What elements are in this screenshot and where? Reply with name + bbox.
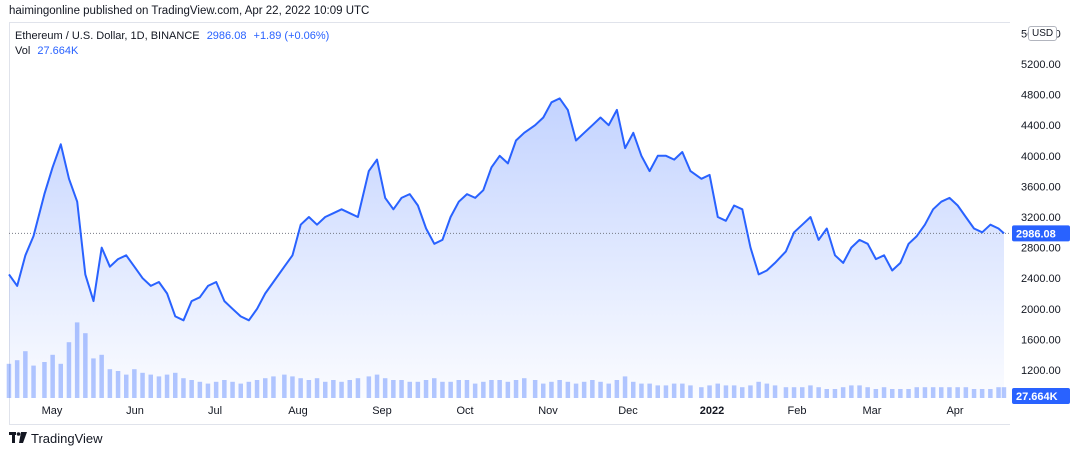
- legend-price-row: Ethereum / U.S. Dollar, 1D, BINANCE 2986…: [15, 29, 329, 44]
- last-price-label: 2986.08: [1016, 228, 1056, 240]
- time-tick-label: Apr: [946, 405, 963, 417]
- volume-tag: 27.664K: [1012, 388, 1070, 404]
- price-axis[interactable]: 5600.005200.004800.004400.004000.003600.…: [1021, 28, 1061, 377]
- time-tick-label: Nov: [538, 405, 558, 417]
- volume-value: 27.664K: [37, 45, 79, 57]
- tradingview-brand[interactable]: TradingView: [9, 431, 103, 446]
- brand-name: TradingView: [31, 431, 103, 446]
- time-tick-label: Feb: [788, 405, 807, 417]
- price-tick-label: 4800.00: [1021, 90, 1061, 102]
- chart-legend: Ethereum / U.S. Dollar, 1D, BINANCE 2986…: [15, 29, 329, 59]
- publication-attribution: haimingonline published on TradingView.c…: [9, 5, 370, 17]
- price-tick-label: 1200.00: [1021, 365, 1061, 377]
- time-tick-label: Jun: [126, 405, 144, 417]
- price-tick-label: 2400.00: [1021, 273, 1061, 285]
- last-price-tag: 2986.08: [1012, 225, 1070, 242]
- last-price-value: 2986.08: [206, 30, 247, 42]
- time-tick-label: Oct: [456, 405, 473, 417]
- price-line: [8, 97, 1005, 322]
- price-tick-label: 4000.00: [1021, 151, 1061, 163]
- time-tick-label: 2022: [700, 405, 724, 417]
- time-tick-label: Sep: [372, 405, 392, 417]
- price-tick-label: 5200.00: [1021, 59, 1061, 71]
- price-tick-label: 1600.00: [1021, 334, 1061, 346]
- price-area-fill: [9, 98, 1004, 399]
- price-tick-label: 4400.00: [1021, 120, 1061, 132]
- currency-button[interactable]: USD: [1028, 26, 1058, 41]
- time-tick-label: Mar: [863, 405, 882, 417]
- time-axis[interactable]: May Jun Jul Aug Sep Oct Nov Dec 2022 Feb Mar Apr: [42, 405, 964, 417]
- time-tick-label: Aug: [288, 405, 308, 417]
- tradingview-logo-icon: [9, 431, 27, 446]
- symbol-description[interactable]: Ethereum / U.S. Dollar, 1D, BINANCE: [15, 30, 200, 42]
- time-tick-label: Jul: [208, 405, 222, 417]
- volume-bar: [6, 363, 12, 398]
- volume-value-label: 27.664K: [1016, 391, 1058, 403]
- price-change-value: +1.89 (+0.06%): [253, 30, 330, 42]
- price-tick-label: 3600.00: [1021, 181, 1061, 193]
- price-tick-label: 2800.00: [1021, 243, 1061, 255]
- price-tick-label: 3200.00: [1021, 212, 1061, 224]
- price-tick-label: 2000.00: [1021, 304, 1061, 316]
- legend-volume-row: Vol 27.664K: [15, 44, 329, 59]
- time-tick-label: Dec: [618, 405, 638, 417]
- time-tick-label: May: [42, 405, 63, 417]
- volume-label[interactable]: Vol: [15, 45, 31, 57]
